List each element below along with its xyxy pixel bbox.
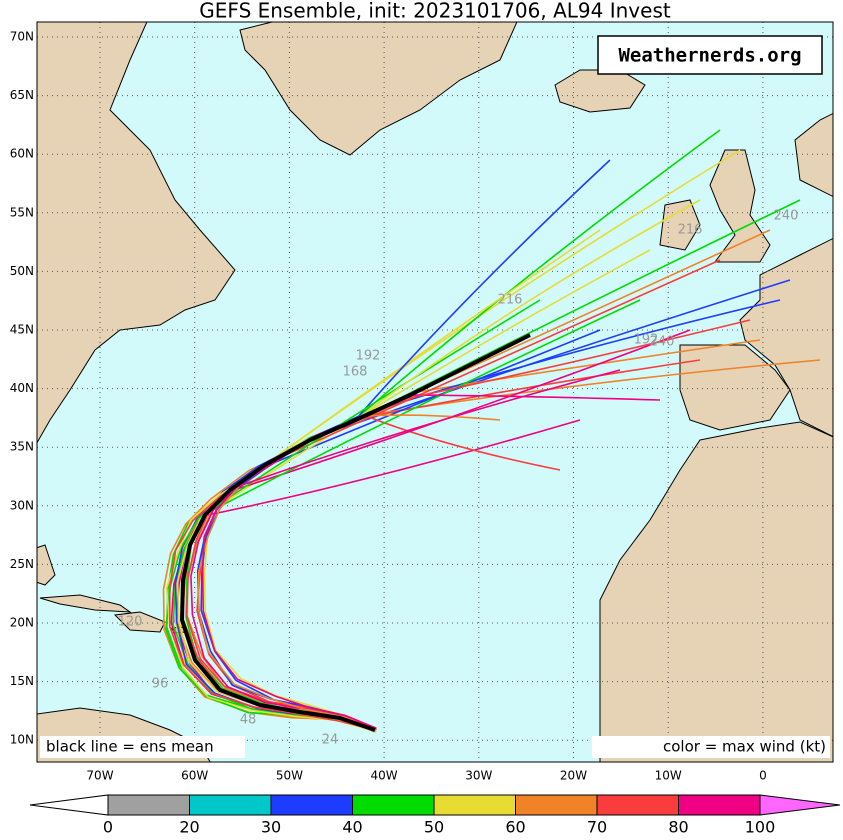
title: GEFS Ensemble, init: 2023101706, AL94 In…: [199, 0, 671, 23]
watermark: Weathernerds.org: [618, 45, 801, 67]
colorbar-tick-label: 20: [179, 818, 199, 837]
great-britain: [709, 149, 771, 263]
colorbar-tick-label: 40: [342, 818, 362, 837]
ensemble-track: [176, 229, 601, 732]
map-frame: [36, 21, 834, 763]
lon-label: 70W: [86, 769, 113, 783]
lon-label: 30W: [465, 769, 492, 783]
hour-label: 168: [343, 365, 368, 380]
lat-label: 30N: [10, 498, 34, 512]
colorbar-segment: [107, 794, 190, 816]
ensemble-track: [190, 394, 661, 733]
africa: [599, 421, 833, 762]
watermark-box: [597, 35, 823, 75]
cuba: [39, 594, 132, 613]
mean-track: [180, 333, 531, 732]
lat-label: 20N: [10, 616, 34, 630]
ensemble-track: [170, 329, 691, 732]
hour-label: 192: [634, 333, 659, 348]
hour-label: 240: [650, 335, 675, 350]
iceland: [554, 69, 646, 113]
ensemble-track: [165, 299, 541, 730]
lat-label: 70N: [10, 30, 34, 44]
lat-label: 55N: [10, 205, 34, 219]
ensemble-track: [201, 369, 621, 729]
ensemble-track: [172, 299, 641, 730]
lat-label: 35N: [10, 440, 34, 454]
lon-label: 0: [759, 769, 767, 783]
lon-label: 20W: [560, 769, 587, 783]
colorbar-segment: [515, 794, 598, 816]
colorbar-segment: [352, 794, 435, 816]
colorbar-over: [759, 794, 841, 816]
scandinavia: [794, 112, 833, 198]
hour-label: 48: [240, 713, 257, 728]
mean-note: black line = ens mean: [46, 738, 214, 756]
colorbar-tick-label: 30: [261, 818, 281, 837]
colorbar-tick-label: 70: [587, 818, 607, 837]
lon-label: 40W: [371, 769, 398, 783]
lon-label: 50W: [276, 769, 303, 783]
ensemble-track: [196, 414, 561, 731]
color-note: color = max wind (kt): [663, 738, 826, 756]
lat-label: 65N: [10, 88, 34, 102]
colorbar-tick-label: 80: [668, 818, 688, 837]
mean-note-box: [40, 736, 245, 758]
hour-label: 216: [498, 293, 523, 308]
axis-labels: 70N 65N 60N 55N 50N 45N 40N 35N 30N 25N 20N 15N 10N 7…: [10, 30, 767, 783]
colorbar-segment: [433, 794, 516, 816]
hour-label: 96: [152, 677, 169, 692]
colorbar-segment: [678, 794, 761, 816]
ensemble-track: [185, 259, 721, 730]
hour-label: 240: [774, 209, 799, 224]
colorbar-segment: [596, 794, 679, 816]
colorbar: 0 20 30 40 50 60 70 80 100: [29, 794, 841, 837]
hour-label: 192: [356, 349, 381, 364]
colorbar-under: [29, 794, 109, 816]
colorbar-tick-label: 0: [103, 818, 113, 837]
lon-label: 60W: [181, 769, 208, 783]
lat-label: 40N: [10, 381, 34, 395]
graticule: [37, 22, 833, 762]
lat-label: 45N: [10, 323, 34, 337]
land-layer: [37, 22, 833, 762]
color-note-box: [592, 736, 830, 758]
colorbar-tick-label: 60: [505, 818, 525, 837]
lon-label: 10W: [655, 769, 682, 783]
iberia: [679, 344, 791, 431]
ensemble-track: [203, 149, 741, 731]
lat-label: 25N: [10, 557, 34, 571]
ensemble-track: [174, 159, 611, 733]
lat-label: 60N: [10, 147, 34, 161]
greenland: [239, 22, 518, 156]
florida: [37, 544, 56, 586]
north-america: [37, 22, 236, 444]
hour-label: 216: [678, 223, 703, 238]
hispaniola: [113, 611, 166, 633]
lat-label: 15N: [10, 674, 34, 688]
lat-label: 50N: [10, 264, 34, 278]
colorbar-segment: [189, 794, 272, 816]
ireland: [659, 199, 701, 251]
colorbar-tick-label: 50: [424, 818, 444, 837]
colorbar-segment: [270, 794, 353, 816]
hour-label: 120: [118, 615, 143, 630]
ensemble-track: [168, 319, 751, 731]
lat-label: 10N: [10, 733, 34, 747]
hour-label: 24: [322, 733, 339, 748]
colorbar-tick-label: 100: [745, 818, 776, 837]
